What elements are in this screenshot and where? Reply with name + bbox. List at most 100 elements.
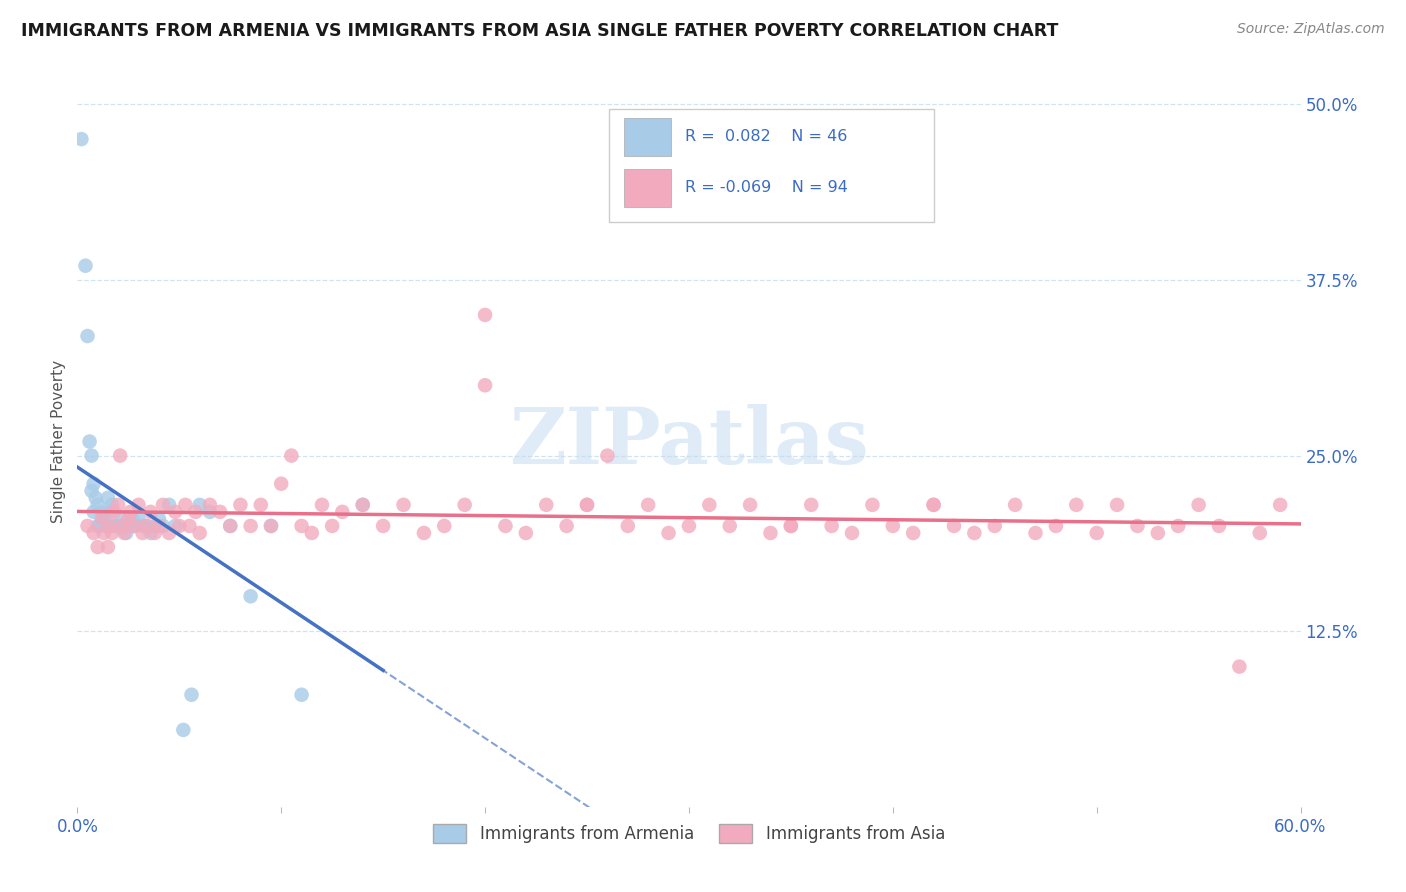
Point bbox=[413, 526, 436, 541]
Point bbox=[135, 519, 157, 533]
Point bbox=[174, 498, 197, 512]
Point bbox=[112, 526, 135, 541]
Point bbox=[495, 519, 517, 533]
Point bbox=[98, 519, 121, 533]
Point bbox=[1229, 659, 1251, 673]
Point bbox=[124, 519, 146, 533]
Point bbox=[143, 526, 166, 541]
Point bbox=[678, 519, 700, 533]
Point bbox=[101, 498, 124, 512]
Point bbox=[963, 526, 986, 541]
Point bbox=[800, 498, 823, 512]
Point bbox=[576, 498, 599, 512]
Point bbox=[1126, 519, 1149, 533]
Point bbox=[1249, 526, 1271, 541]
Point bbox=[219, 519, 242, 533]
Point bbox=[111, 512, 134, 526]
Point bbox=[117, 519, 139, 533]
Point bbox=[198, 505, 221, 519]
Point bbox=[135, 519, 157, 533]
Point bbox=[148, 519, 170, 533]
Point bbox=[658, 526, 681, 541]
Point bbox=[105, 519, 128, 533]
Point bbox=[90, 512, 112, 526]
Point bbox=[576, 498, 599, 512]
Point bbox=[352, 498, 374, 512]
Point bbox=[139, 526, 162, 541]
Point bbox=[103, 519, 125, 533]
Point bbox=[179, 519, 201, 533]
Point bbox=[260, 519, 283, 533]
Point bbox=[120, 505, 142, 519]
Point bbox=[617, 519, 640, 533]
Point bbox=[83, 505, 105, 519]
Point bbox=[596, 449, 619, 463]
Point bbox=[321, 519, 343, 533]
Point bbox=[198, 498, 221, 512]
Point bbox=[93, 526, 115, 541]
Point bbox=[152, 498, 174, 512]
Point bbox=[124, 519, 146, 533]
Point bbox=[131, 519, 153, 533]
Point bbox=[1085, 526, 1108, 541]
Point bbox=[392, 498, 415, 512]
Point bbox=[1147, 526, 1170, 541]
Point bbox=[922, 498, 945, 512]
Point bbox=[101, 526, 124, 541]
Text: R = -0.069    N = 94: R = -0.069 N = 94 bbox=[685, 180, 848, 195]
Point bbox=[841, 526, 863, 541]
Point bbox=[371, 519, 394, 533]
Point bbox=[534, 498, 557, 512]
Point bbox=[131, 526, 153, 541]
FancyBboxPatch shape bbox=[624, 118, 671, 155]
Point bbox=[90, 505, 112, 519]
Point bbox=[208, 505, 231, 519]
Y-axis label: Single Father Poverty: Single Father Poverty bbox=[51, 360, 66, 523]
Point bbox=[270, 476, 292, 491]
Point bbox=[515, 526, 537, 541]
Point bbox=[139, 505, 162, 519]
Point bbox=[239, 589, 262, 603]
Point bbox=[1208, 519, 1230, 533]
Point bbox=[219, 519, 242, 533]
Text: Source: ZipAtlas.com: Source: ZipAtlas.com bbox=[1237, 22, 1385, 37]
Point bbox=[922, 498, 945, 512]
Point bbox=[229, 498, 252, 512]
Point bbox=[239, 519, 262, 533]
Point bbox=[1066, 498, 1088, 512]
Point bbox=[107, 498, 129, 512]
Legend: Immigrants from Armenia, Immigrants from Asia: Immigrants from Armenia, Immigrants from… bbox=[426, 818, 952, 850]
Point bbox=[148, 512, 170, 526]
Point bbox=[984, 519, 1007, 533]
Point bbox=[87, 519, 110, 533]
Point bbox=[121, 512, 143, 526]
Point bbox=[942, 519, 965, 533]
Point bbox=[352, 498, 374, 512]
Point bbox=[94, 519, 117, 533]
Point bbox=[474, 308, 496, 322]
Point bbox=[108, 519, 131, 533]
Point bbox=[290, 688, 312, 702]
Point bbox=[97, 491, 120, 505]
Point bbox=[779, 519, 801, 533]
Point bbox=[80, 483, 103, 498]
Text: IMMIGRANTS FROM ARMENIA VS IMMIGRANTS FROM ASIA SINGLE FATHER POVERTY CORRELATIO: IMMIGRANTS FROM ARMENIA VS IMMIGRANTS FR… bbox=[21, 22, 1059, 40]
Point bbox=[84, 491, 107, 505]
Point bbox=[111, 519, 134, 533]
Point bbox=[152, 519, 174, 533]
Point bbox=[1107, 498, 1129, 512]
Point bbox=[290, 519, 312, 533]
Point bbox=[79, 434, 101, 449]
Point bbox=[311, 498, 333, 512]
Point bbox=[115, 526, 138, 541]
Point bbox=[76, 329, 98, 343]
Point bbox=[107, 519, 129, 533]
Point bbox=[157, 498, 180, 512]
Point bbox=[89, 519, 111, 533]
Point bbox=[180, 688, 202, 702]
Point bbox=[70, 132, 93, 146]
Point bbox=[250, 498, 273, 512]
Point bbox=[184, 505, 207, 519]
Point bbox=[1004, 498, 1026, 512]
Point bbox=[1268, 498, 1291, 512]
